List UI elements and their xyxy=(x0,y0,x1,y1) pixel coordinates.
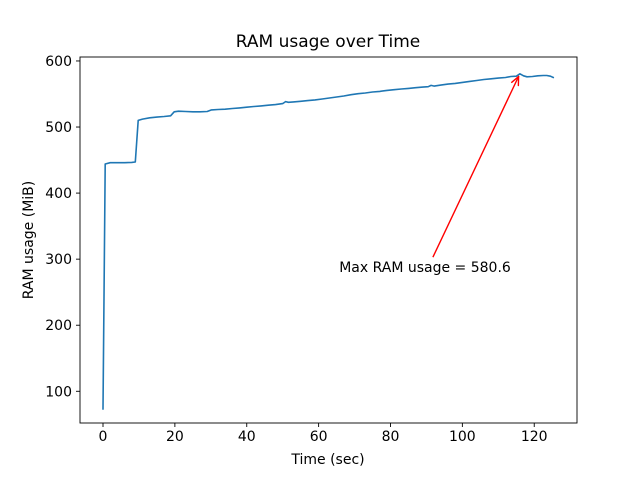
y-axis-ticks: 100 200 300 400 500 600 xyxy=(45,54,80,400)
x-tick-label: 60 xyxy=(310,429,328,445)
x-tick-label: 20 xyxy=(166,429,184,445)
y-tick-label: 400 xyxy=(45,186,72,202)
x-tick-label: 120 xyxy=(521,429,548,445)
y-tick-label: 300 xyxy=(45,252,72,268)
x-axis-label: Time (sec) xyxy=(290,452,364,468)
x-tick-label: 0 xyxy=(99,429,108,445)
arrow-shaft xyxy=(433,76,519,257)
max-annotation-arrow xyxy=(433,76,519,257)
chart-title: RAM usage over Time xyxy=(236,32,420,52)
ram-usage-line xyxy=(103,74,553,409)
y-tick-label: 100 xyxy=(45,384,72,400)
x-tick-label: 40 xyxy=(238,429,256,445)
y-tick-label: 600 xyxy=(45,54,72,70)
x-tick-label: 100 xyxy=(449,429,476,445)
x-axis-ticks: 0 20 40 60 80 100 120 xyxy=(99,423,548,445)
y-tick-label: 500 xyxy=(45,120,72,136)
x-tick-label: 80 xyxy=(382,429,400,445)
y-tick-label: 200 xyxy=(45,318,72,334)
max-annotation-text: Max RAM usage = 580.6 xyxy=(339,260,511,276)
y-axis-label: RAM usage (MiB) xyxy=(21,181,37,299)
